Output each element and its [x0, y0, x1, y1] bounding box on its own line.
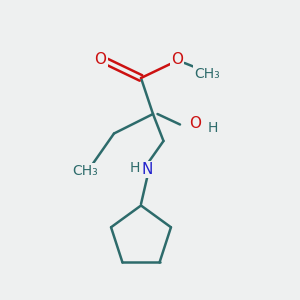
Text: O: O — [94, 52, 106, 68]
Text: CH₃: CH₃ — [73, 164, 98, 178]
Text: CH₃: CH₃ — [194, 67, 220, 80]
Text: N: N — [142, 162, 153, 177]
Text: H: H — [129, 161, 140, 175]
Text: O: O — [190, 116, 202, 131]
Text: H: H — [207, 121, 218, 135]
Text: O: O — [171, 52, 183, 68]
